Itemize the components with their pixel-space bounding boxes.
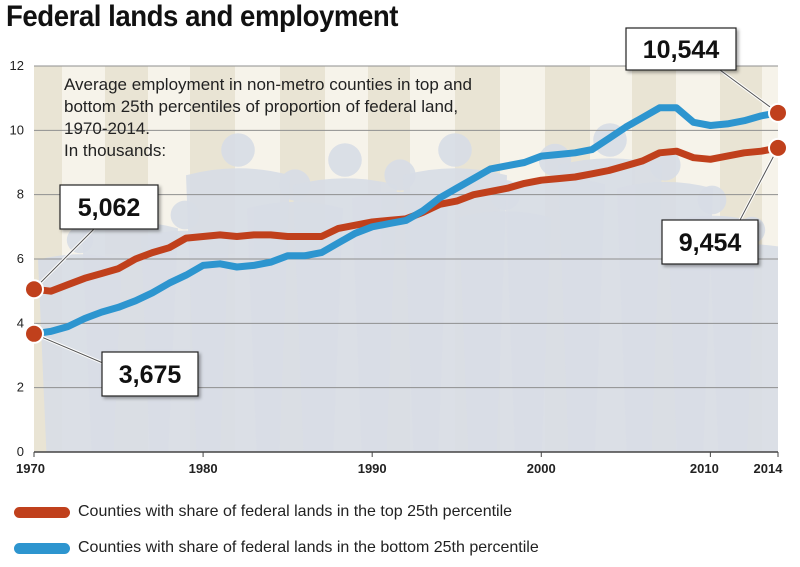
callout-box: [101, 351, 199, 397]
y-axis: 0 2 4 6 8 10 12: [10, 58, 24, 459]
chart-subtitle: Average employment in non-metro counties…: [64, 75, 472, 160]
x-tick-label: 2000: [527, 461, 556, 476]
x-tick-label: 1990: [358, 461, 387, 476]
callout-value-label: 9,454: [679, 229, 742, 257]
callout-leader: [719, 69, 779, 114]
subtitle-line: In thousands:: [64, 141, 166, 160]
x-tick-label: 2010: [690, 461, 719, 476]
x-tick-label: 2014: [754, 461, 784, 476]
callout-box: [661, 219, 759, 265]
legend-swatch-red: [14, 506, 70, 518]
callout-value-label: 5,062: [78, 194, 141, 222]
legend-label: Counties with share of federal lands in …: [78, 539, 539, 556]
x-tick-label: 1980: [189, 461, 218, 476]
endpoint-marker: [768, 102, 788, 123]
legend-item-top-25th: Counties with share of federal lands in …: [14, 500, 512, 524]
y-tick-label: 10: [10, 122, 24, 137]
subtitle-line: 1970-2014.: [64, 119, 150, 138]
y-tick-label: 12: [10, 58, 24, 73]
series-lines: [30, 104, 782, 338]
legend-item-bottom-25th: Counties with share of federal lands in …: [14, 536, 539, 560]
subtitle-line: bottom 25th percentiles of proportion of…: [64, 97, 458, 116]
endpoint-marker: [768, 137, 788, 158]
callout-leader: [739, 147, 779, 221]
legend-label: Counties with share of federal lands in …: [78, 503, 513, 520]
y-tick-label: 0: [17, 444, 24, 459]
callout-leader: [33, 333, 111, 367]
data-callouts: 5,062 9,454 3,675 10,544: [24, 27, 788, 397]
x-axis: 1970 1980 1990 2000 2010 2014: [16, 452, 783, 476]
y-tick-label: 6: [17, 251, 24, 266]
y-tick-label: 4: [17, 315, 24, 330]
y-tick-label: 8: [17, 187, 24, 202]
callout-box: [59, 184, 159, 230]
crowd-silhouette-illustration: [38, 123, 778, 452]
series-line-bottom-25th: [30, 104, 782, 338]
endpoint-marker: [24, 323, 44, 344]
y-tick-label: 2: [17, 380, 24, 395]
callout-value-label: 10,544: [643, 36, 720, 64]
legend-swatch-blue: [14, 542, 70, 554]
callout-box: [625, 27, 737, 71]
x-tick-label: 1970: [16, 461, 45, 476]
callout-value-label: 3,675: [119, 361, 182, 389]
subtitle-line: Average employment in non-metro counties…: [64, 75, 472, 94]
callout-leader: [33, 227, 96, 290]
endpoint-marker: [24, 279, 44, 300]
chart-title: Federal lands and employment: [6, 0, 399, 33]
